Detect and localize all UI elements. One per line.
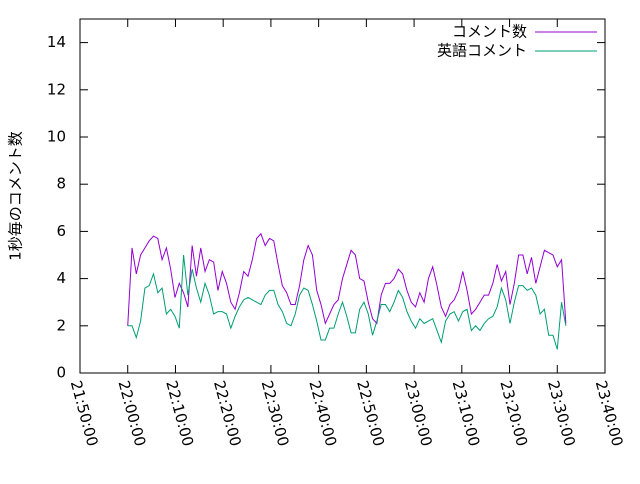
- y-tick-label: 14: [47, 33, 66, 51]
- x-tick-label: 23:30:00: [544, 379, 579, 449]
- x-tick-label: 22:10:00: [162, 379, 197, 449]
- x-tick-label: 22:00:00: [115, 379, 150, 449]
- series-line: [127, 232, 567, 326]
- x-tick-label: 23:00:00: [401, 379, 436, 449]
- legend-label: コメント数: [452, 23, 527, 41]
- x-tick-label: 22:50:00: [353, 379, 388, 449]
- x-tick-label: 23:10:00: [449, 379, 484, 449]
- plot-frame: [79, 18, 606, 374]
- series-line: [127, 254, 567, 350]
- y-tick-label: 8: [56, 175, 66, 193]
- y-axis-label: 1秒毎のコメント数: [7, 131, 25, 261]
- y-tick-label: 2: [56, 316, 66, 334]
- y-tick-label: 10: [47, 128, 66, 146]
- y-tick-label: 12: [47, 80, 66, 98]
- x-tick-label: 23:20:00: [496, 379, 531, 449]
- x-tick-label: 22:30:00: [258, 379, 293, 449]
- y-tick-label: 4: [56, 269, 66, 287]
- x-tick-label: 21:50:00: [67, 379, 102, 449]
- x-tick-label: 22:40:00: [305, 379, 340, 449]
- y-tick-label: 6: [56, 222, 66, 240]
- x-tick-label: 22:20:00: [210, 379, 245, 449]
- y-tick-label: 0: [56, 364, 66, 382]
- legend-label: 英語コメント: [437, 42, 527, 60]
- x-tick-label: 23:40:00: [592, 379, 627, 449]
